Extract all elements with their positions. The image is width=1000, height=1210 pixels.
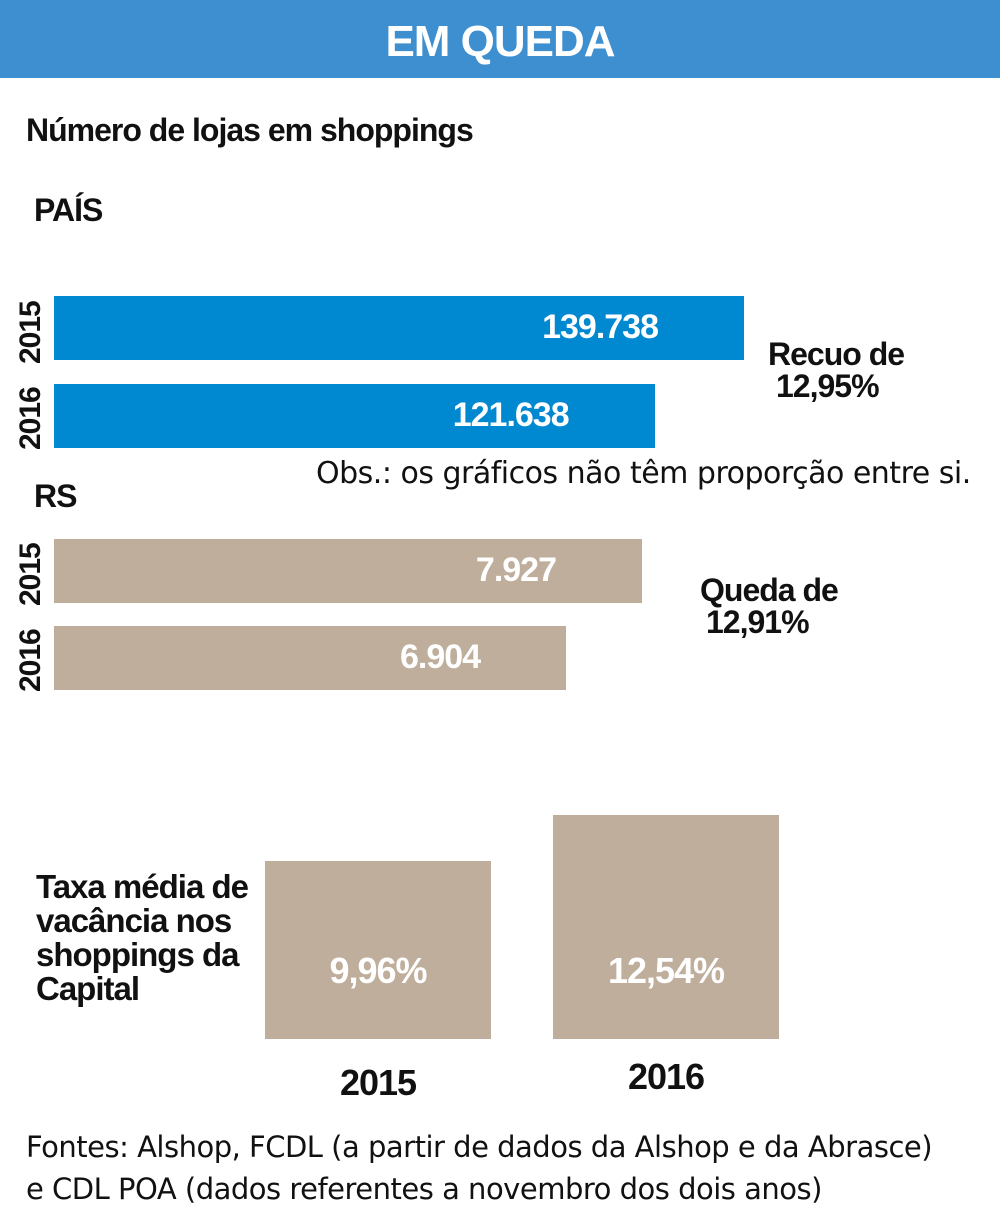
sources-note: Fontes: Alshop, FCDL (a partir de dados … [26, 1126, 933, 1210]
vacancy-value-label-2015: 9,96% [329, 950, 427, 991]
vacancy-value-label-2016: 12,54% [607, 950, 725, 991]
rs-change-label: Queda de 12,91% [700, 572, 839, 640]
pais-title: PAÍS [34, 192, 103, 228]
pais-change-line2: 12,95% [776, 368, 880, 404]
rs-value-label-2015: 7.927 [475, 551, 557, 589]
pais-bar-2015 [54, 296, 744, 360]
rs-change-line2: 12,91% [706, 604, 810, 640]
rs-bar-2015 [54, 539, 642, 603]
vacancy-year-label-2015: 2015 [339, 1062, 417, 1103]
header-banner: EM QUEDA [0, 0, 1000, 78]
pais-value-label-2015: 139.738 [542, 308, 659, 346]
sources-line2: e CDL POA (dados referentes a novembro d… [26, 1172, 822, 1206]
pais-year-label-2016: 2016 [14, 387, 47, 450]
rs-value-label-2016: 6.904 [400, 638, 481, 676]
chart-subtitle: Número de lojas em shoppings [26, 112, 474, 148]
pais-year-label-2015: 2015 [14, 301, 47, 364]
vacancy-bar-2016 [553, 815, 779, 1039]
pais-value-label-2016: 121.638 [452, 396, 570, 434]
pais-change-line1: Recuo de [768, 336, 905, 372]
vacancy-bar-2015 [265, 861, 491, 1039]
rs-bar-2016 [54, 626, 567, 690]
rs-title: RS [34, 478, 77, 514]
proportion-note: Obs.: os gráficos não têm proporção entr… [316, 456, 971, 491]
rs-year-label-2016: 2016 [14, 629, 47, 692]
rs-change-line1: Queda de [700, 572, 839, 608]
pais-change-label: Recuo de 12,95% [768, 336, 905, 404]
pais-bar-2016 [54, 384, 655, 448]
vacancy-title: Taxa média de vacância nos shoppings da … [36, 868, 249, 1007]
rs-year-label-2015: 2015 [14, 543, 47, 606]
sources-line1: Fontes: Alshop, FCDL (a partir de dados … [26, 1130, 933, 1164]
header-title: EM QUEDA [385, 17, 615, 66]
vacancy-year-label-2016: 2016 [627, 1056, 705, 1097]
